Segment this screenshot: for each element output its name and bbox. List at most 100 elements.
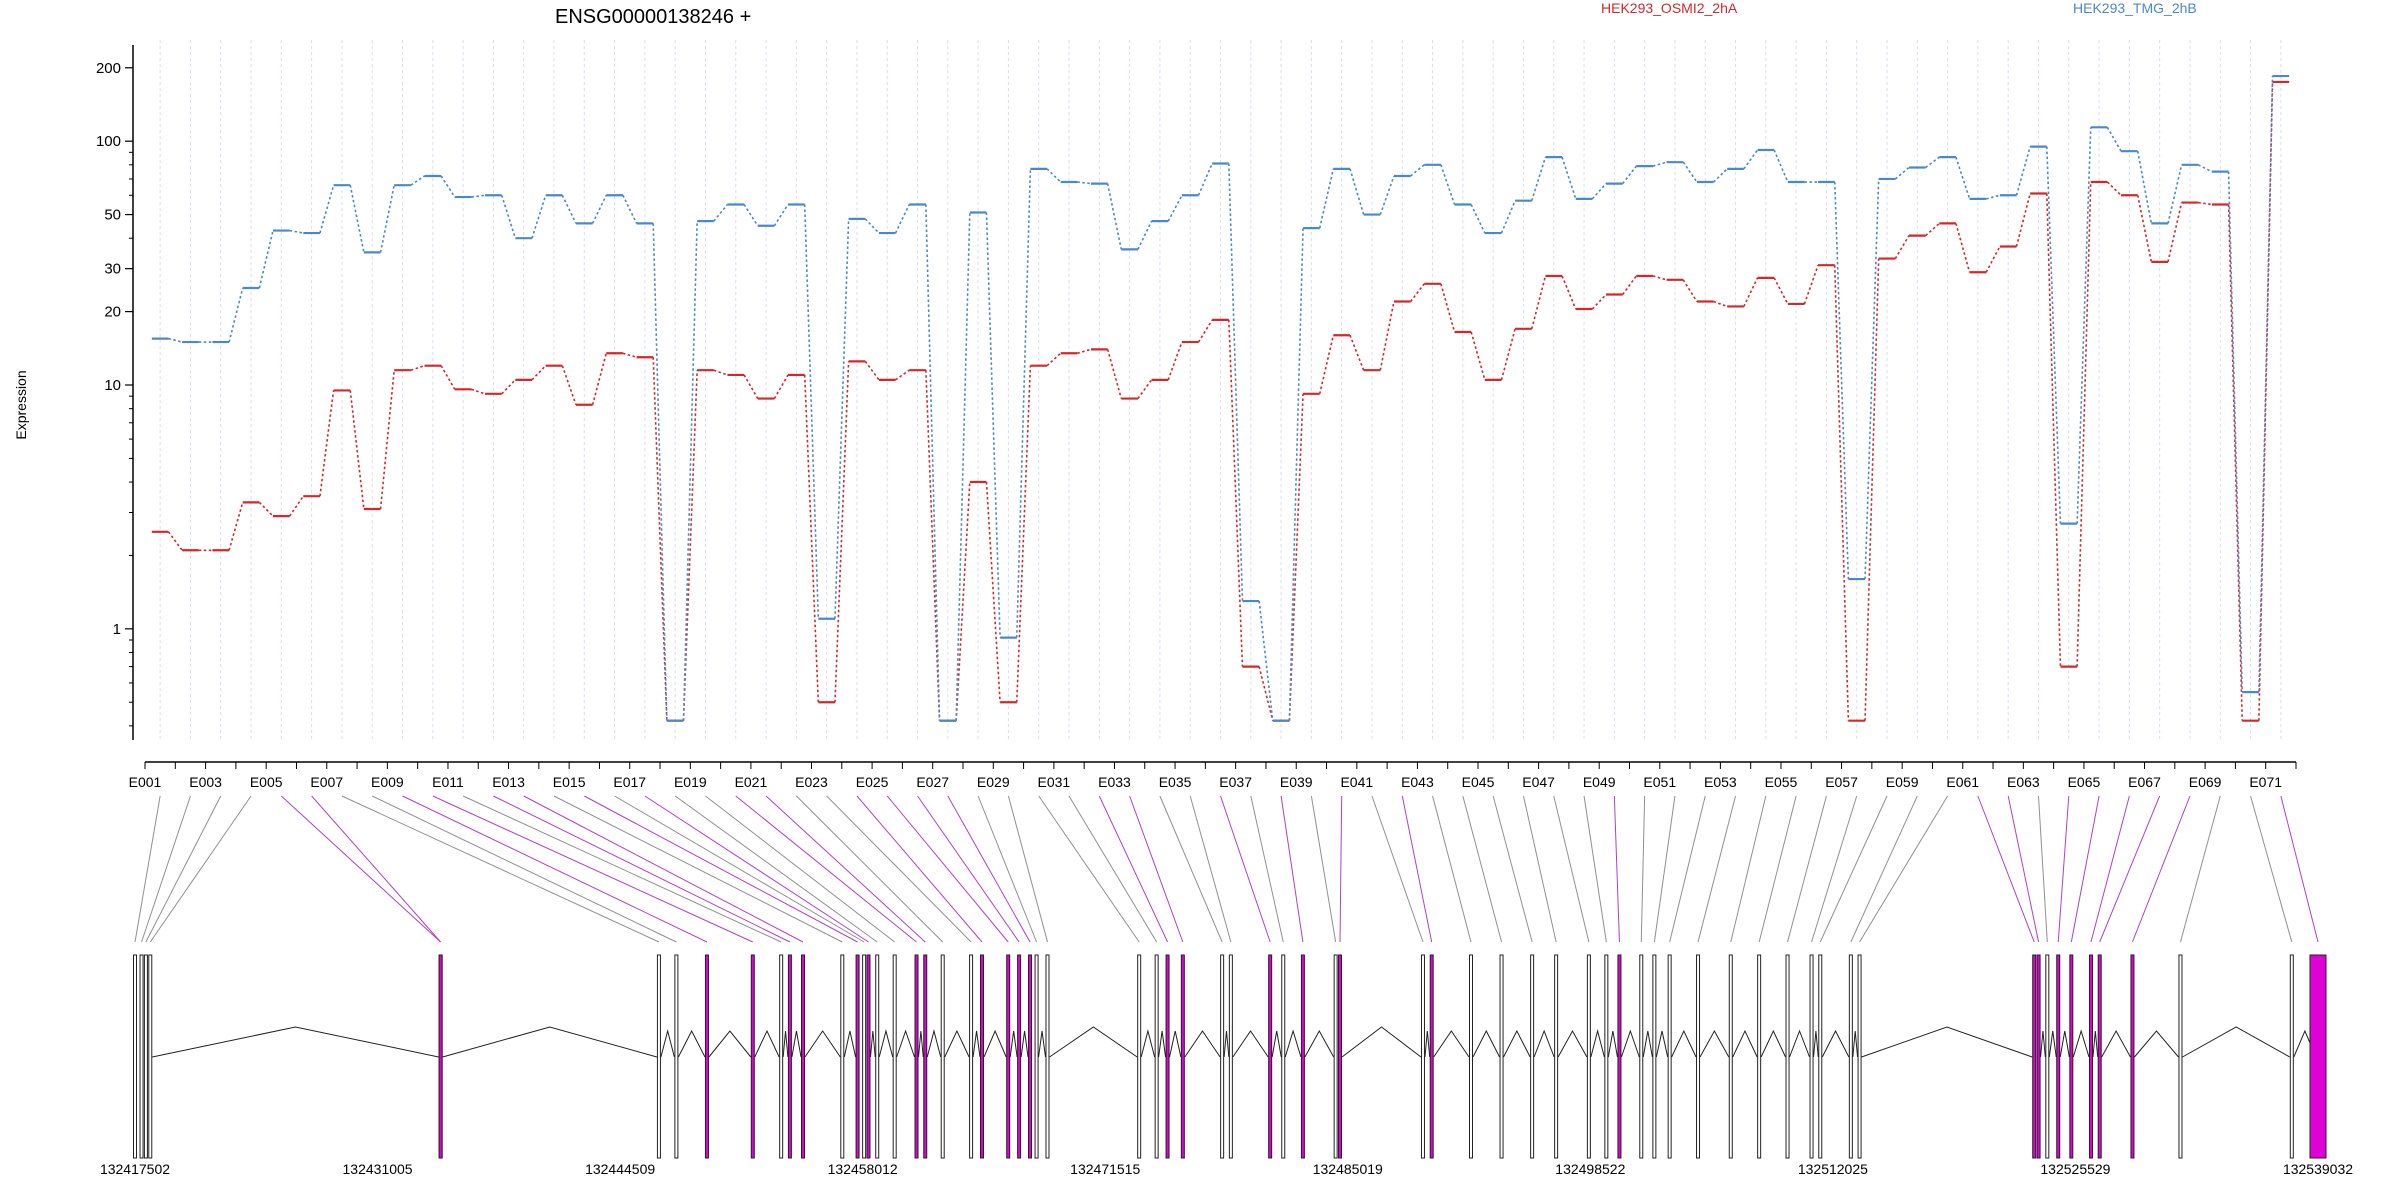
connector-E016 — [614, 795, 865, 943]
exon-box-E054 — [1728, 954, 1733, 1159]
connector-E048 — [1583, 795, 1607, 943]
intron-20 — [918, 1030, 924, 1058]
exon-box-E044 — [1499, 954, 1504, 1159]
x-tick-label-E061: E061 — [1946, 774, 1979, 790]
connector-E070 — [2250, 795, 2293, 943]
intron-53 — [1699, 1029, 1730, 1058]
x-tick-label-E047: E047 — [1522, 774, 1555, 790]
intron-57 — [1813, 1030, 1819, 1058]
intron-6 — [442, 1026, 658, 1058]
intron-42 — [1433, 1030, 1470, 1058]
x-tick-label-E031: E031 — [1038, 774, 1071, 790]
chart-title: ENSG00000138246 + — [555, 6, 751, 28]
series-2-connector — [955, 212, 971, 721]
y-tick-label-100: 100 — [96, 133, 121, 150]
intron-46 — [1557, 1029, 1588, 1058]
series-1-connector — [561, 365, 577, 406]
intron-48 — [1607, 1030, 1618, 1058]
x-tick-label-E019: E019 — [674, 774, 707, 790]
series-1-connector — [440, 365, 456, 390]
series-2-connector — [925, 204, 941, 721]
series-1-connector — [743, 374, 759, 399]
y-tick-label-50: 50 — [104, 207, 121, 224]
series-2 — [151, 74, 2290, 722]
connector-E053 — [1697, 795, 1737, 943]
series-1-connector — [1440, 283, 1456, 333]
connector-E036 — [1220, 795, 1271, 943]
connector-E007 — [341, 795, 660, 943]
exon-box-E056 — [1785, 954, 1790, 1159]
x-tick-label-E065: E065 — [2068, 774, 2101, 790]
exon-box-E071 — [2309, 954, 2327, 1159]
series-1-connector — [228, 502, 244, 551]
series-1-connector — [1713, 300, 1728, 308]
x-tick-label-E011: E011 — [432, 774, 464, 790]
series-1-connector — [925, 370, 941, 721]
connector-E037 — [1250, 795, 1284, 943]
exon-box-E066 — [2088, 954, 2093, 1159]
series-1-connector — [1318, 335, 1335, 395]
series-2-connector — [1955, 156, 1971, 200]
intron-64 — [2059, 1030, 2070, 1058]
exon-box-E034 — [1220, 954, 1225, 1159]
intron-55 — [1760, 1029, 1786, 1058]
series-2-connector — [1833, 181, 1850, 580]
connector-E041 — [1371, 795, 1424, 943]
series-1-connector — [501, 379, 516, 395]
exon-box-E014 — [840, 954, 845, 1159]
series-1-connector — [2015, 193, 2031, 247]
intron-11 — [782, 1030, 789, 1058]
genomic-tick-label-6: 132485019 — [1313, 1161, 1383, 1177]
exon-box-E012 — [787, 954, 792, 1159]
series-1-connector — [1894, 235, 1910, 259]
intron-37 — [1284, 1029, 1302, 1058]
intron-43 — [1472, 1029, 1501, 1058]
series-2-connector — [289, 229, 304, 234]
connector-E061 — [1977, 795, 2035, 943]
connector-E012 — [493, 795, 791, 943]
intron-13 — [804, 1030, 841, 1058]
series-2-connector — [2167, 164, 2183, 224]
series-1-connector — [1077, 348, 1092, 354]
series-2-connector — [2197, 164, 2213, 173]
series-2-connector — [1864, 178, 1880, 580]
connector-E052 — [1669, 795, 1706, 943]
series-1-connector — [1046, 352, 1062, 367]
exon-box-E046 — [1554, 954, 1559, 1159]
series-2-connector — [2046, 146, 2062, 524]
exon-box-E043 — [1468, 954, 1473, 1159]
exon-box-E026 — [1017, 954, 1022, 1159]
exon-box-E039 — [1333, 954, 1338, 1159]
intron-9 — [708, 1030, 752, 1058]
intron-22 — [944, 1029, 970, 1058]
connector-E064 — [2057, 795, 2070, 943]
connector-E018 — [674, 795, 878, 943]
series-2-connector — [1349, 168, 1365, 215]
x-tick-label-E057: E057 — [1825, 774, 1858, 790]
series-1-connector — [258, 501, 274, 517]
exon-box-E069 — [2178, 954, 2183, 1159]
exon-box-E027 — [1028, 954, 1033, 1159]
connector-E039 — [1310, 795, 1337, 943]
x-tick-label-E039: E039 — [1280, 774, 1313, 790]
intron-36 — [1271, 1030, 1282, 1058]
connector-E068 — [2131, 795, 2191, 943]
intron-69 — [2182, 1026, 2291, 1058]
plot-area — [151, 74, 2290, 722]
series-2-connector — [1046, 168, 1062, 183]
exon-box-E028 — [1034, 954, 1039, 1159]
series-2-connector — [1015, 168, 1032, 638]
exon-box-E035 — [1228, 954, 1233, 1159]
exon-box-E020 — [914, 954, 919, 1159]
series-2-connector — [2227, 171, 2244, 693]
series-2-connector — [2076, 127, 2092, 524]
intron-4 — [152, 1026, 439, 1058]
series-1-connector — [1833, 265, 1850, 721]
connector-E049 — [1613, 795, 1620, 943]
connector-E058 — [1819, 795, 1888, 943]
intron-52 — [1671, 1029, 1697, 1058]
exon-box-E010 — [750, 954, 755, 1159]
x-tick-label-E003: E003 — [189, 774, 222, 790]
x-axis: E001 E003 E005 E007 E009 E011 E013 E015 E017 E019… — [129, 761, 2297, 790]
